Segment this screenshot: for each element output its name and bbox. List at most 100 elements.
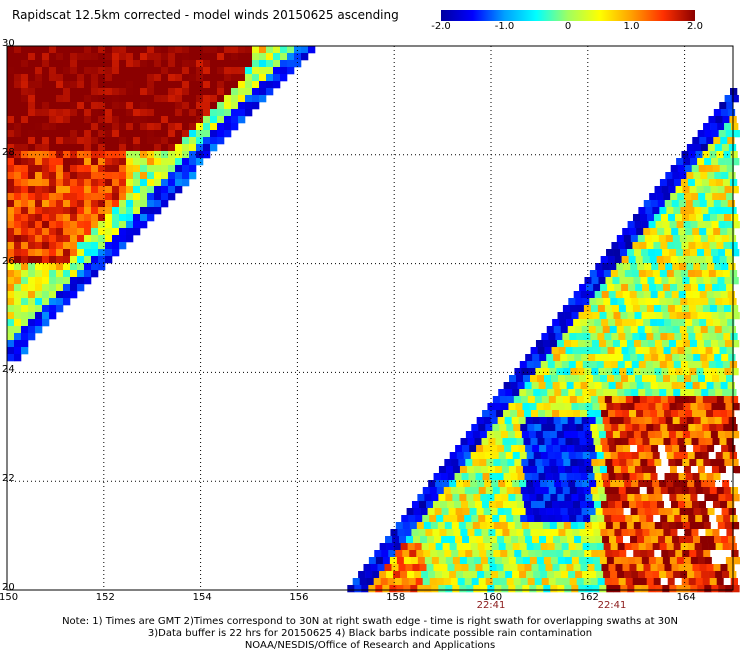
swath-cell [49, 284, 57, 292]
swath-cell [161, 165, 169, 173]
swath-cell [393, 543, 401, 551]
swath-cell [571, 557, 580, 565]
swath-cell [7, 193, 15, 201]
swath-cell [628, 529, 636, 537]
swath-cell [140, 214, 148, 222]
swath-cell [710, 277, 718, 285]
swath-cell [681, 424, 689, 432]
swath-cell [133, 186, 141, 194]
swath-cell [732, 557, 740, 565]
swath-cell [556, 368, 564, 376]
swath-cell [35, 109, 43, 117]
swath-cell [670, 284, 678, 292]
swath-cell [182, 88, 190, 96]
swath-cell [658, 326, 667, 334]
swath-cell [14, 354, 22, 362]
swath-cell [470, 543, 478, 551]
swath-cell [716, 578, 724, 586]
swath-cell [653, 515, 661, 523]
swath-cell [615, 473, 623, 481]
swath-cell [591, 550, 599, 558]
swath-cell [666, 207, 674, 215]
swath-cell [713, 410, 721, 418]
swath-cell [723, 515, 731, 523]
swath-cell [441, 508, 449, 516]
swath-cell [635, 375, 643, 383]
swath-cell [42, 172, 50, 180]
swath-cell [28, 200, 36, 208]
swath-cell [266, 81, 274, 89]
swath-cell [671, 319, 679, 327]
swath-cell [98, 249, 106, 257]
swath-cell [697, 312, 705, 320]
swath-cell [224, 46, 232, 54]
swath-cell [678, 564, 686, 572]
swath-cell [721, 417, 729, 425]
swath-cell [573, 564, 581, 572]
swath-cell [714, 536, 722, 544]
swath-cell [716, 242, 724, 250]
swath-cell [709, 515, 717, 523]
swath-cell [601, 410, 609, 418]
swath-cell [674, 242, 682, 250]
swath-cell [70, 214, 78, 222]
swath-cell [630, 263, 638, 271]
swath-cell [639, 515, 647, 523]
swath-cell [133, 109, 141, 117]
latitude-label: 22 [2, 473, 15, 485]
swath-cell [715, 179, 724, 187]
swath-cell [670, 375, 678, 383]
swath-cell [556, 340, 565, 348]
swath-cell [504, 536, 512, 544]
swath-cell [161, 74, 169, 82]
swath-cell [28, 109, 36, 117]
swath-cell [540, 389, 548, 397]
swath-cell [631, 543, 639, 551]
swath-cell [659, 452, 668, 460]
swath-cell [706, 200, 715, 208]
swath-cell [598, 522, 607, 530]
swath-cell [405, 564, 413, 572]
swath-cell [636, 319, 644, 327]
swath-cell [647, 431, 656, 439]
swath-cell [697, 403, 705, 411]
swath-cell [561, 543, 569, 551]
swath-cell [656, 256, 664, 264]
swath-cell [720, 291, 728, 299]
swath-cell [175, 179, 183, 187]
swath-cell [724, 522, 733, 530]
swath-cell [550, 466, 559, 474]
swath-cell [583, 424, 591, 432]
swath-cell [126, 116, 134, 124]
swath-cell [722, 571, 730, 579]
swath-cell [706, 473, 714, 481]
swath-cell [687, 298, 695, 306]
swath-cell [626, 277, 634, 285]
swath-cell [7, 256, 15, 264]
swath-cell [593, 438, 601, 446]
swath-cell [600, 256, 608, 264]
swath-cell [535, 340, 544, 348]
swath-cell [506, 487, 515, 495]
swath-cell [604, 396, 613, 404]
swath-cell [676, 249, 684, 257]
swath-cell [119, 137, 127, 145]
swath-cell [70, 67, 78, 75]
swath-cell [21, 74, 29, 82]
swath-cell [63, 144, 71, 152]
swath-cell [14, 228, 22, 236]
colorbar-label: 1.0 [623, 21, 640, 32]
swath-cell [544, 347, 552, 355]
swath-cell [715, 270, 724, 278]
swath-cell [588, 508, 596, 516]
swath-cell [175, 144, 183, 152]
swath-cell [439, 529, 447, 537]
swath-cell [556, 431, 565, 439]
swath-cell [511, 508, 519, 516]
swath-cell [63, 200, 71, 208]
swath-cell [690, 494, 698, 502]
swath-cell [84, 263, 92, 271]
swath-cell [499, 515, 507, 523]
swath-cell [389, 585, 397, 593]
swath-cell [483, 417, 491, 425]
